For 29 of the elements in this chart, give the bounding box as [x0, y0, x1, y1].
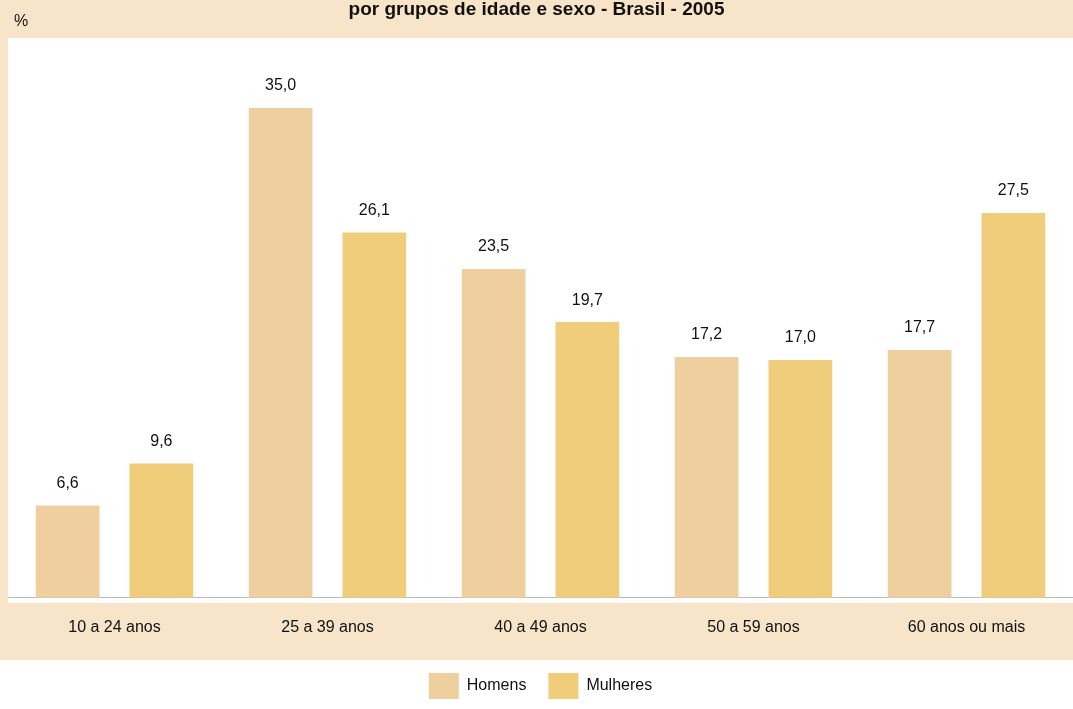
y-axis-title: %: [14, 12, 29, 30]
x-tick-label: 40 a 49 anos: [494, 617, 587, 635]
x-tick-label: 25 a 39 anos: [281, 617, 374, 635]
data-label: 23,5: [478, 237, 510, 255]
data-label: 17,0: [784, 328, 817, 346]
bar: [674, 357, 739, 598]
chart-title: por grupos de idade e sexo - Brasil - 2005: [348, 0, 725, 19]
legend-label: Homens: [466, 676, 527, 694]
x-tick-label: 60 anos ou mais: [907, 617, 1026, 635]
bar: [768, 359, 833, 598]
data-label: 17,2: [691, 325, 723, 343]
bar: [35, 505, 100, 598]
bar: [981, 212, 1046, 598]
bar: [887, 350, 952, 598]
bar: [461, 268, 526, 598]
data-label: 35,0: [265, 76, 297, 94]
bar: [248, 107, 313, 598]
x-tick-label: 50 a 59 anos: [707, 617, 800, 635]
bar: [129, 463, 194, 598]
legend-label: Mulheres: [586, 676, 653, 694]
data-label: 27,5: [997, 181, 1030, 199]
data-label: 9,6: [150, 431, 173, 449]
data-label: 17,7: [904, 318, 936, 336]
bar: [555, 322, 620, 598]
data-label: 6,6: [56, 473, 79, 491]
bar: [342, 232, 407, 598]
data-label: 26,1: [358, 200, 391, 218]
data-label: 19,7: [571, 290, 604, 308]
x-tick-label: 10 a 24 anos: [68, 617, 161, 635]
